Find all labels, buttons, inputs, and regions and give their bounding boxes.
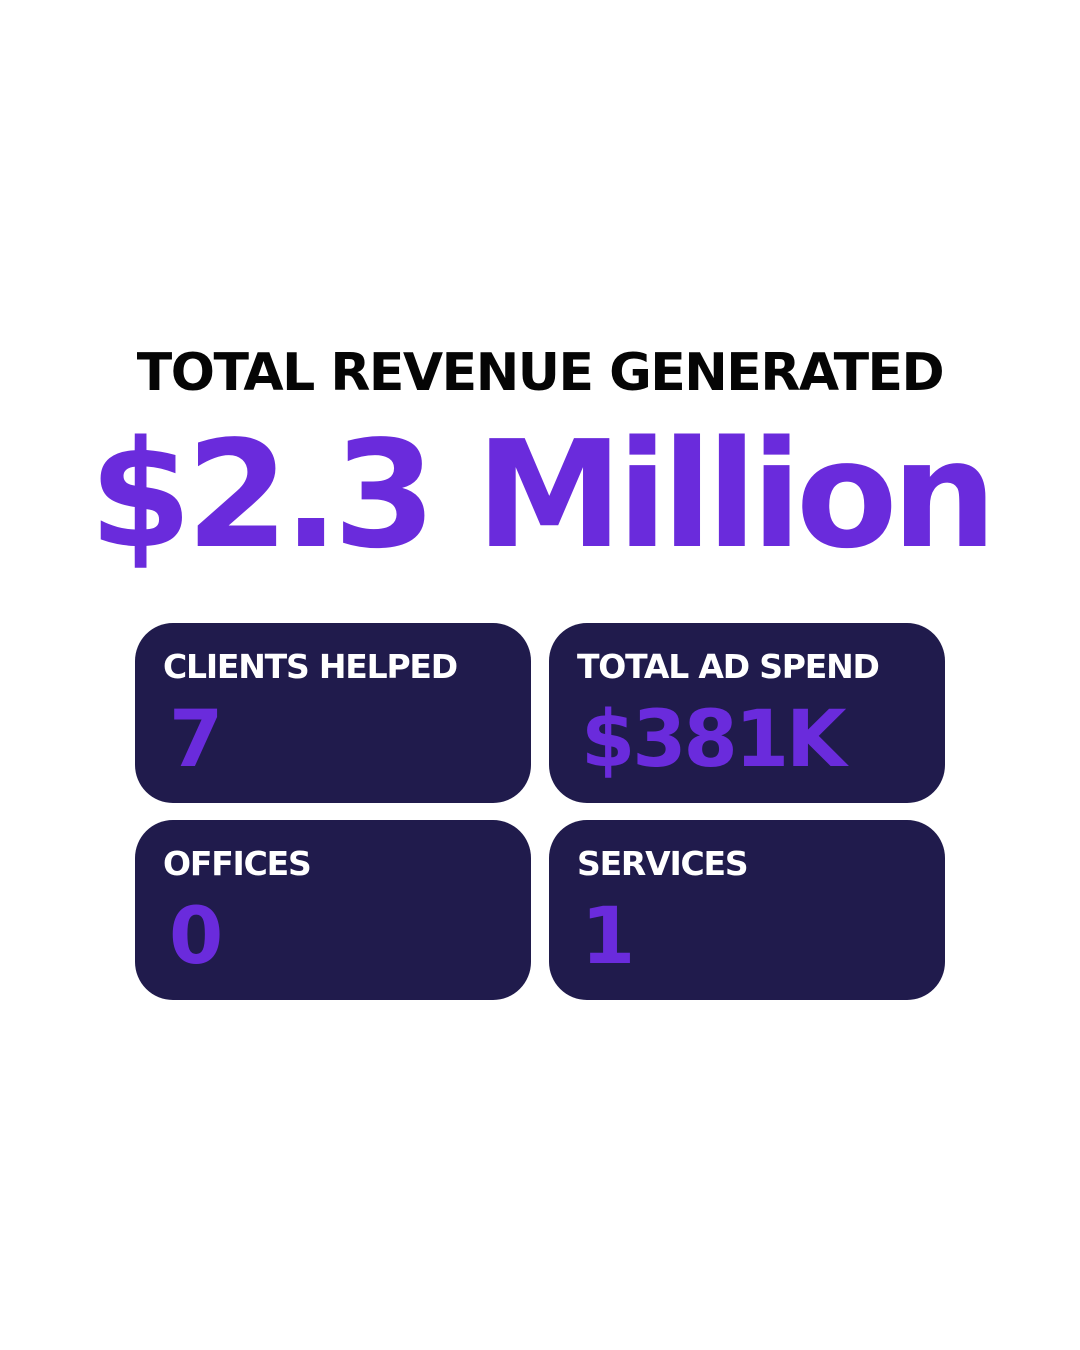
stat-card-services: SERVICES 1 bbox=[549, 820, 945, 1000]
total-revenue-value: $2.3 Million bbox=[89, 409, 997, 581]
stat-value: 1 bbox=[581, 892, 635, 982]
stat-value: $381K bbox=[581, 695, 847, 785]
stat-value: 7 bbox=[169, 695, 223, 785]
page-title: TOTAL REVENUE GENERATED bbox=[136, 343, 945, 403]
stat-card-clients-helped: CLIENTS HELPED 7 bbox=[135, 623, 531, 803]
stat-value: 0 bbox=[169, 892, 223, 982]
stat-label: TOTAL AD SPEND bbox=[577, 647, 880, 686]
stat-label: SERVICES bbox=[577, 844, 749, 883]
stat-label: CLIENTS HELPED bbox=[163, 647, 458, 686]
stat-label: OFFICES bbox=[163, 844, 312, 883]
stat-card-offices: OFFICES 0 bbox=[135, 820, 531, 1000]
stat-card-total-ad-spend: TOTAL AD SPEND $381K bbox=[549, 623, 945, 803]
